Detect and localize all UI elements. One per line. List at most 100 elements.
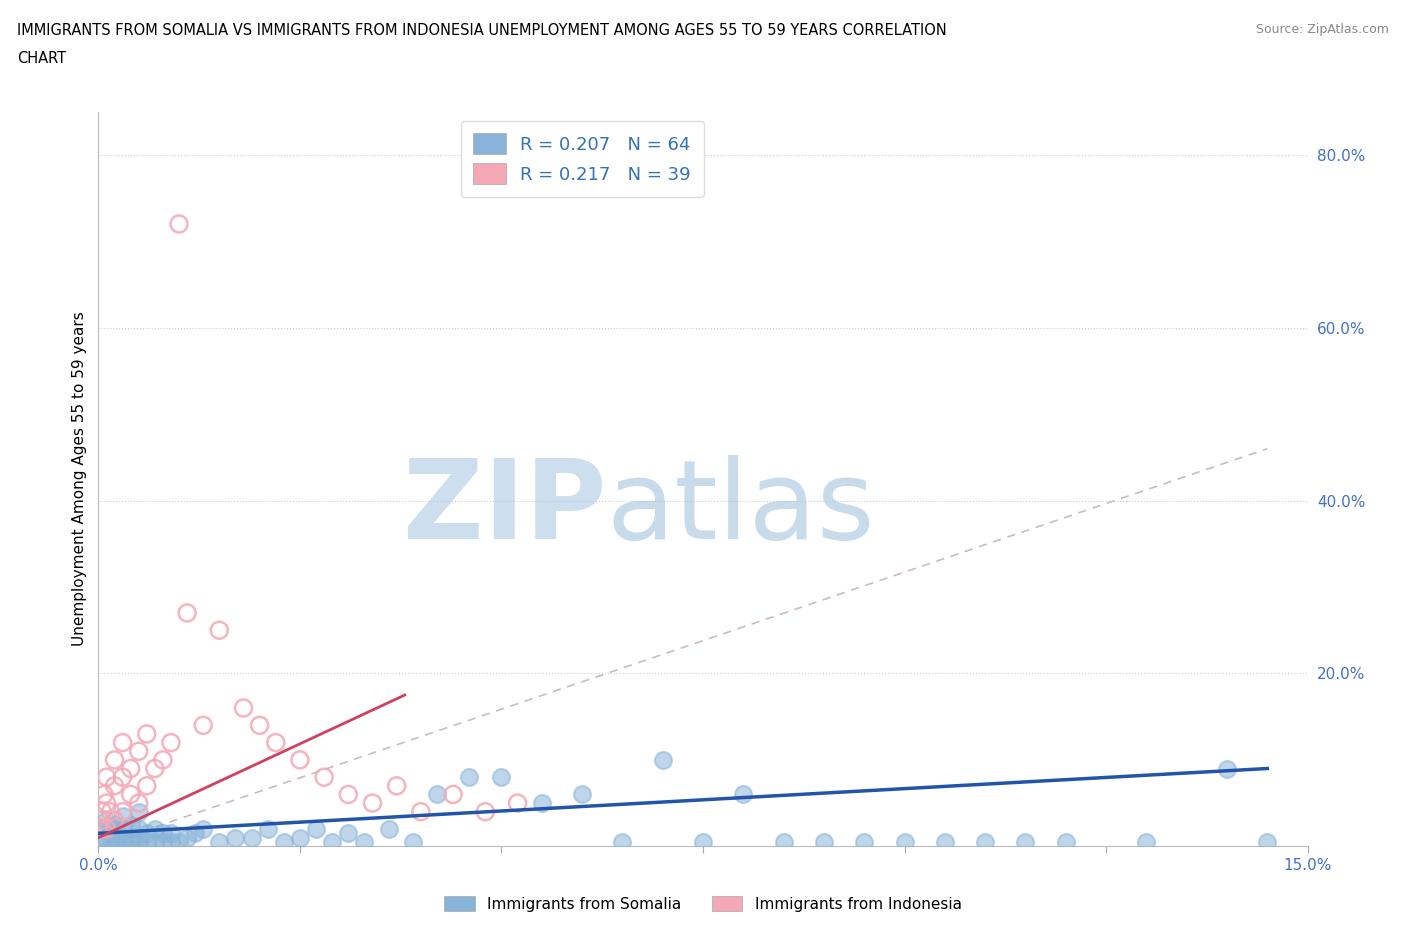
Point [1256, 834, 1278, 849]
Point [128, 744, 150, 759]
Point [337, 787, 360, 802]
Point [232, 700, 254, 715]
Point [974, 834, 997, 849]
Point [772, 834, 794, 849]
Point [103, 830, 125, 845]
Point [111, 804, 134, 819]
Point [193, 821, 215, 836]
Point [152, 752, 174, 767]
Point [474, 804, 496, 819]
Point [111, 830, 134, 845]
Point [143, 834, 166, 849]
Point [167, 217, 190, 232]
Point [160, 735, 183, 750]
Point [288, 830, 311, 845]
Point [426, 787, 449, 802]
Point [1135, 834, 1157, 849]
Text: ZIP: ZIP [404, 455, 606, 562]
Point [491, 770, 513, 785]
Point [96, 830, 118, 845]
Point [128, 804, 150, 819]
Text: Source: ZipAtlas.com: Source: ZipAtlas.com [1256, 23, 1389, 36]
Point [120, 834, 142, 849]
Point [111, 770, 134, 785]
Point [143, 761, 166, 776]
Point [256, 821, 278, 836]
Point [96, 796, 118, 811]
Point [934, 834, 956, 849]
Point [135, 834, 157, 849]
Point [100, 834, 122, 849]
Point [1014, 834, 1036, 849]
Point [409, 804, 432, 819]
Point [305, 821, 328, 836]
Point [853, 834, 876, 849]
Point [96, 770, 118, 785]
Point [733, 787, 755, 802]
Point [193, 718, 215, 733]
Point [337, 826, 360, 841]
Point [813, 834, 835, 849]
Point [361, 796, 384, 811]
Point [224, 830, 246, 845]
Point [240, 830, 263, 845]
Point [249, 718, 271, 733]
Point [152, 826, 174, 841]
Point [100, 804, 122, 819]
Point [96, 813, 118, 828]
Point [208, 623, 231, 638]
Point [167, 834, 190, 849]
Point [128, 834, 150, 849]
Point [93, 787, 115, 802]
Point [176, 605, 198, 620]
Point [91, 804, 114, 819]
Point [160, 834, 183, 849]
Point [128, 830, 150, 845]
Point [87, 821, 110, 836]
Point [530, 796, 553, 811]
Point [135, 826, 157, 841]
Point [135, 778, 157, 793]
Point [506, 796, 529, 811]
Point [111, 808, 134, 823]
Point [1054, 834, 1077, 849]
Point [458, 770, 481, 785]
Point [120, 817, 142, 832]
Point [377, 821, 399, 836]
Point [103, 813, 125, 828]
Point [353, 834, 375, 849]
Point [612, 834, 634, 849]
Point [651, 752, 673, 767]
Point [264, 735, 287, 750]
Point [91, 834, 114, 849]
Point [692, 834, 714, 849]
Point [103, 817, 125, 832]
Point [135, 726, 157, 741]
Point [96, 821, 118, 836]
Point [402, 834, 425, 849]
Point [111, 821, 134, 836]
Point [103, 778, 125, 793]
Text: IMMIGRANTS FROM SOMALIA VS IMMIGRANTS FROM INDONESIA UNEMPLOYMENT AMONG AGES 55 : IMMIGRANTS FROM SOMALIA VS IMMIGRANTS FR… [17, 23, 946, 38]
Point [111, 735, 134, 750]
Point [152, 834, 174, 849]
Point [87, 821, 110, 836]
Point [90, 813, 112, 828]
Point [128, 796, 150, 811]
Point [111, 834, 134, 849]
Point [893, 834, 915, 849]
Point [120, 761, 142, 776]
Point [184, 826, 207, 841]
Point [120, 830, 142, 845]
Point [143, 821, 166, 836]
Y-axis label: Unemployment Among Ages 55 to 59 years: Unemployment Among Ages 55 to 59 years [72, 312, 87, 646]
Legend: Immigrants from Somalia, Immigrants from Indonesia: Immigrants from Somalia, Immigrants from… [439, 889, 967, 918]
Point [273, 834, 295, 849]
Point [208, 834, 231, 849]
Point [321, 834, 343, 849]
Point [120, 787, 142, 802]
Point [100, 821, 122, 836]
Text: atlas: atlas [606, 455, 875, 562]
Text: CHART: CHART [17, 51, 66, 66]
Point [314, 770, 336, 785]
